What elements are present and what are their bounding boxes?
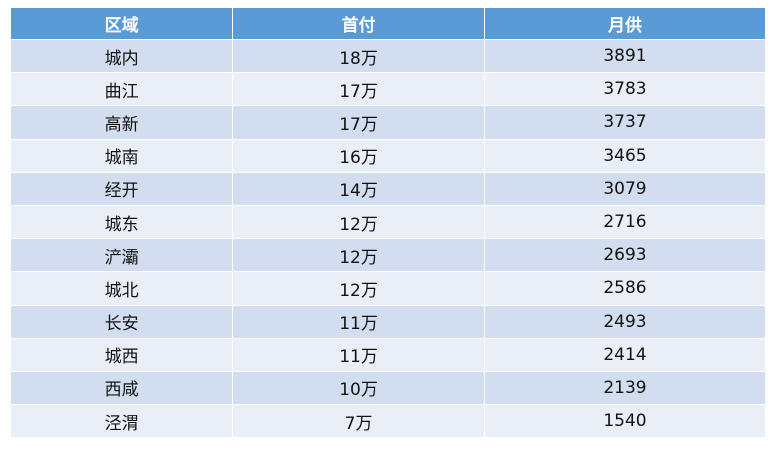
cell-district: 城西 (9, 337, 234, 372)
cell-down-payment: 12万 (232, 204, 485, 240)
cell-monthly-payment: 3079 (483, 171, 767, 206)
cell-down-payment: 16万 (232, 138, 485, 173)
cell-down-payment: 12万 (232, 238, 485, 273)
cell-monthly-payment: 3891 (483, 38, 767, 74)
cell-district: 西咸 (9, 370, 234, 406)
cell-monthly-payment: 2693 (483, 238, 767, 273)
table-row: 长安 11万 2493 (9, 304, 767, 339)
cell-down-payment: 12万 (232, 271, 485, 306)
cell-district: 城南 (9, 138, 234, 173)
table-row: 浐灞 12万 2693 (9, 238, 767, 273)
cell-district: 高新 (9, 105, 234, 140)
header-district: 区域 (9, 7, 234, 40)
cell-down-payment: 14万 (232, 171, 485, 206)
table-row: 城北 12万 2586 (9, 271, 767, 306)
table-row: 曲江 17万 3783 (9, 72, 767, 107)
cell-monthly-payment: 3465 (483, 138, 767, 173)
cell-down-payment: 10万 (232, 370, 485, 406)
cell-district: 城北 (9, 271, 234, 306)
cell-down-payment: 18万 (232, 38, 485, 74)
district-payment-table: 区域 首付 月供 城内 18万 3891 曲江 17万 3783 高新 17万 3737 城南 16… (9, 7, 767, 439)
cell-down-payment: 11万 (232, 337, 485, 372)
cell-monthly-payment: 2493 (483, 304, 767, 339)
cell-district: 浐灞 (9, 238, 234, 273)
header-row: 区域 首付 月供 (9, 7, 767, 40)
table-row: 经开 14万 3079 (9, 171, 767, 206)
table-row: 城南 16万 3465 (9, 138, 767, 173)
cell-district: 曲江 (9, 72, 234, 107)
table-row: 泾渭 7万 1540 (9, 404, 767, 439)
table-row: 高新 17万 3737 (9, 105, 767, 140)
cell-monthly-payment: 2139 (483, 370, 767, 406)
cell-down-payment: 7万 (232, 404, 485, 439)
cell-monthly-payment: 2414 (483, 337, 767, 372)
table-row: 西咸 10万 2139 (9, 370, 767, 406)
cell-down-payment: 17万 (232, 72, 485, 107)
cell-monthly-payment: 2716 (483, 204, 767, 240)
cell-district: 泾渭 (9, 404, 234, 439)
cell-district: 城内 (9, 38, 234, 74)
table-row: 城西 11万 2414 (9, 337, 767, 372)
table-row: 城内 18万 3891 (9, 38, 767, 74)
cell-district: 城东 (9, 204, 234, 240)
cell-district: 长安 (9, 304, 234, 339)
cell-down-payment: 11万 (232, 304, 485, 339)
header-down-payment: 首付 (232, 7, 485, 40)
table-row: 城东 12万 2716 (9, 204, 767, 240)
cell-down-payment: 17万 (232, 105, 485, 140)
cell-monthly-payment: 3783 (483, 72, 767, 107)
cell-monthly-payment: 1540 (483, 404, 767, 439)
header-monthly-payment: 月供 (483, 7, 767, 40)
cell-district: 经开 (9, 171, 234, 206)
cell-monthly-payment: 3737 (483, 105, 767, 140)
cell-monthly-payment: 2586 (483, 271, 767, 306)
